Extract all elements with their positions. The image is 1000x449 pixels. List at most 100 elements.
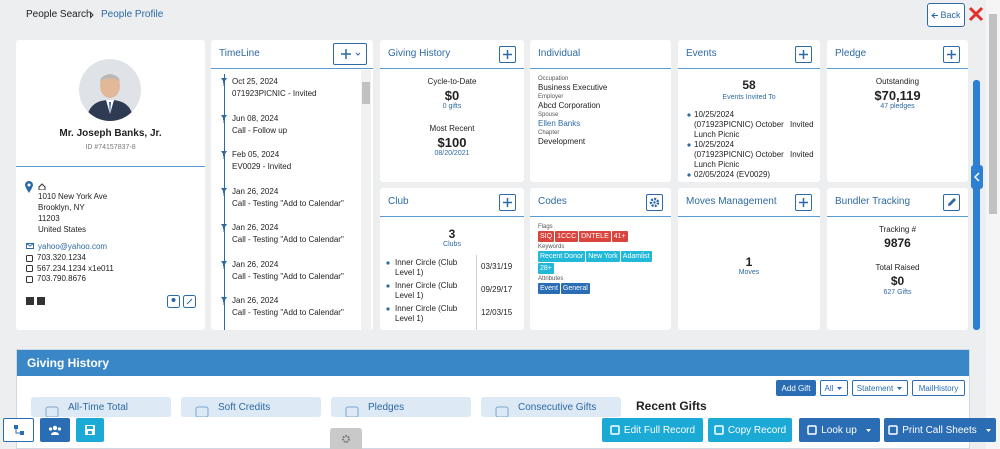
field-label: Occupation: [538, 76, 569, 82]
field-label: Spouse: [538, 112, 559, 118]
tag: 28+: [538, 263, 554, 274]
phone: 703.320.1234: [37, 253, 86, 262]
label: Tracking #: [878, 225, 917, 234]
close-button[interactable]: [968, 6, 984, 22]
pledge-card: Pledge Outstanding $70,119 47 pledges: [827, 40, 968, 182]
toolbar-button[interactable]: Print Call Sheets: [884, 418, 996, 442]
section-button[interactable]: MailHistory: [912, 380, 965, 396]
card-title: Moves Management: [686, 196, 777, 207]
club-item: Inner Circle (Club Level 1) 12/03/15: [386, 304, 520, 327]
tag: Event: [538, 283, 560, 294]
tile-title: Consecutive Gifts: [518, 402, 597, 413]
address-line: United States: [38, 225, 87, 234]
code-group-label: Keywords: [538, 244, 565, 250]
count: 58: [742, 78, 756, 92]
contact-icons[interactable]: [167, 295, 197, 308]
toolbar-button[interactable]: Edit Full Record: [602, 418, 703, 442]
card-title: Club: [388, 196, 409, 207]
save-button[interactable]: [76, 418, 104, 442]
people-button[interactable]: [40, 418, 70, 442]
link: Moves: [738, 269, 760, 276]
add-button[interactable]: [943, 46, 960, 63]
timeline-text: Call - Testing "Add to Calendar": [232, 198, 344, 208]
field-label: Chapter: [538, 130, 560, 136]
phones: 703.320.1234 567.234.1234 x1e011 703.790.8…: [26, 253, 114, 285]
card-title: Bundler Tracking: [835, 196, 911, 207]
profile-id: ID #74157837-8: [85, 144, 136, 151]
edit-button[interactable]: [943, 194, 960, 211]
button-label: Copy Record: [727, 424, 787, 436]
club-card: Club 3 Clubs Inner Circle (Club Level 1)…: [380, 188, 524, 330]
tag-list: Event General: [538, 283, 666, 295]
timeline-date: Feb 05, 2024: [232, 150, 280, 159]
section-button[interactable]: All: [820, 380, 848, 396]
field-value: Abcd Corporation: [538, 101, 601, 110]
tile-title: Pledges: [368, 402, 405, 413]
timeline-text: Call - Testing "Add to Calendar": [232, 235, 344, 244]
timeline-scrollbar: [361, 70, 371, 330]
tag: 1CCC: [555, 231, 579, 242]
events-list: 10/25/2024 (071923PICNIC) October Lunch …: [684, 110, 818, 182]
hierarchy-button[interactable]: [3, 418, 34, 442]
back-button[interactable]: Back: [927, 3, 965, 27]
summary-tile: All-Time Total: [31, 397, 171, 417]
phone-row: 703.320.1234: [26, 253, 114, 264]
section-button[interactable]: Add Gift: [776, 380, 816, 396]
settings-button[interactable]: [646, 194, 663, 211]
label: Total Raised: [875, 263, 920, 272]
avatar: [79, 59, 141, 121]
field-value[interactable]: Ellen Banks: [538, 119, 581, 128]
settings-tab[interactable]: [330, 428, 362, 449]
button-label: MailHistory: [918, 383, 959, 393]
link: 0 gifts: [442, 103, 462, 110]
profile-card: Mr. Joseph Banks, Jr. ID #74157837-8 101…: [16, 40, 205, 330]
phone: 567.234.1234 x1e011: [37, 263, 114, 273]
card-title: Events: [686, 48, 717, 59]
back-label: Back: [940, 10, 961, 20]
timeline-date: Oct 25, 2024: [232, 77, 278, 86]
event-text: 02/05/2024 (EV0029): [694, 170, 771, 179]
event-item: 10/25/2024 (071923PICNIC) October Lunch …: [684, 110, 818, 140]
breadcrumb-parent[interactable]: People Search: [26, 9, 92, 20]
timeline-text: Call - Follow up: [232, 125, 288, 135]
club-date: 09/29/17: [481, 285, 513, 294]
add-button[interactable]: [795, 46, 812, 63]
address-line: 1010 New York Ave: [38, 192, 108, 201]
field-value: Business Executive: [538, 83, 608, 92]
breadcrumb-current: People Profile: [101, 9, 164, 20]
toolbar-button[interactable]: Copy Record: [708, 418, 792, 442]
add-button[interactable]: [499, 194, 516, 211]
club-item: Inner Circle (Club Level 1) 03/31/19: [386, 258, 520, 281]
card-title: Pledge: [835, 48, 867, 59]
amount: $0: [444, 88, 460, 103]
timeline-text: Call - Testing "Add to Calendar": [232, 271, 344, 281]
club-list: Inner Circle (Club Level 1) 03/31/19 Inner…: [386, 258, 520, 327]
summary-tile: Consecutive Gifts: [481, 397, 621, 417]
social-icons[interactable]: [26, 297, 46, 305]
link: 08/20/2021: [434, 150, 470, 157]
moves-card: Moves Management 1 Moves: [678, 188, 820, 330]
card-title: TimeLine: [219, 48, 260, 59]
toolbar-button[interactable]: Look up: [799, 418, 880, 442]
section-button[interactable]: Statement: [852, 380, 908, 396]
link: Events Invited To: [722, 94, 776, 101]
add-button[interactable]: [499, 46, 516, 63]
button-label: All: [824, 383, 834, 393]
summary-tile: Soft Credits: [181, 397, 321, 417]
timeline-add[interactable]: [333, 43, 367, 65]
event-item: 10/25/2024 (071923PICNIC) October Lunch …: [684, 140, 818, 170]
tag-list: Recent Donor New York Adamlist 28+: [538, 251, 666, 275]
tile-title: All-Time Total: [68, 402, 129, 413]
count: 3: [448, 227, 456, 241]
tag: DNTELE: [579, 231, 611, 242]
events-card: Events 58 Events Invited To 10/25/2024 (…: [678, 40, 820, 182]
add-button[interactable]: [795, 194, 812, 211]
email[interactable]: yahoo@yahoo.com: [38, 242, 108, 251]
tag: Recent Donor: [538, 251, 586, 262]
page-scrollbar: [986, 0, 1000, 449]
timeline-text: Call - Testing "Add to Calendar": [232, 308, 344, 317]
side-tab[interactable]: [971, 165, 983, 189]
timeline-text: EV0029 - Invited: [232, 162, 292, 171]
event-item: 02/05/2024 (EV0029): [684, 170, 818, 182]
address: 1010 New York Ave Brooklyn, NY 11203 United…: [38, 191, 107, 235]
